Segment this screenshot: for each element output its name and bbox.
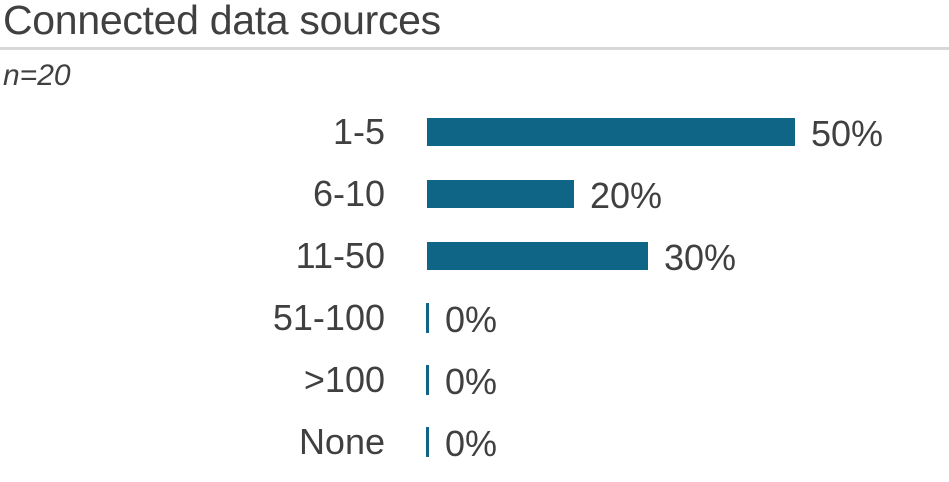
bar (427, 180, 574, 208)
bar-chart: 1-5 50% 6-10 20% 11-50 30% 51-100 0% >100 0% None 0… (0, 101, 949, 473)
category-label: >100 (303, 359, 385, 400)
zero-tick (426, 365, 429, 395)
category-label: None (298, 421, 385, 462)
bar-row: None 0% (0, 411, 949, 473)
bar-row: >100 0% (0, 349, 949, 411)
value-label: 20% (590, 175, 663, 216)
category-label: 1-5 (332, 111, 385, 152)
bar-row: 51-100 0% (0, 287, 949, 349)
bar-row: 11-50 30% (0, 225, 949, 287)
value-label: 0% (445, 361, 498, 402)
category-label: 51-100 (272, 297, 385, 338)
bar-zone: 20% (427, 163, 662, 225)
bar-zone: 0% (426, 349, 498, 411)
value-label: 0% (445, 423, 498, 464)
bar-zone: 30% (427, 225, 736, 287)
category-label: 6-10 (312, 173, 385, 214)
value-label: 30% (664, 237, 737, 278)
value-label: 0% (445, 299, 498, 340)
zero-tick (426, 303, 429, 333)
sample-size-note: n=20 (3, 59, 71, 92)
title-divider (0, 47, 949, 50)
bar-zone: 50% (427, 101, 883, 163)
bar (427, 118, 795, 146)
bar-zone: 0% (426, 411, 498, 473)
bar (427, 242, 648, 270)
zero-tick (426, 427, 429, 457)
chart-title: Connected data sources (3, 0, 441, 43)
bar-row: 6-10 20% (0, 163, 949, 225)
bar-row: 1-5 50% (0, 101, 949, 163)
bar-zone: 0% (426, 287, 498, 349)
value-label: 50% (811, 113, 884, 154)
category-label: 11-50 (295, 235, 385, 276)
